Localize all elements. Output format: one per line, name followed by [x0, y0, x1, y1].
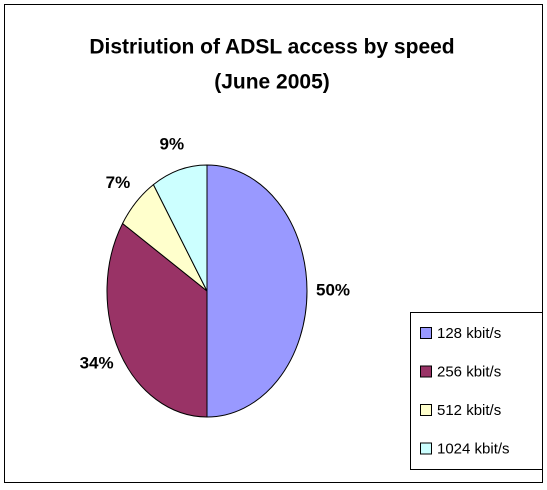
chart-title: Distriution of ADSL access by speed [89, 36, 454, 59]
legend-label: 512 kbit/s [437, 402, 501, 419]
slice-label: 50% [316, 280, 350, 299]
pie-slice [152, 164, 208, 292]
chart-subtitle: (June 2005) [214, 71, 330, 94]
legend [410, 312, 543, 470]
legend-label: 128 kbit/s [437, 325, 501, 342]
legend-swatch [420, 404, 432, 416]
legend-swatch [420, 442, 432, 455]
slice-label: 7% [106, 173, 131, 192]
pie-slice [206, 164, 308, 418]
legend-swatch [420, 327, 432, 339]
legend-label: 1024 kbit/s [437, 440, 510, 457]
legend-label: 256 kbit/s [437, 363, 501, 380]
slice-label: 9% [160, 135, 185, 154]
legend-swatch [420, 365, 432, 378]
pie-slice [106, 222, 208, 418]
slice-label: 34% [80, 354, 114, 373]
